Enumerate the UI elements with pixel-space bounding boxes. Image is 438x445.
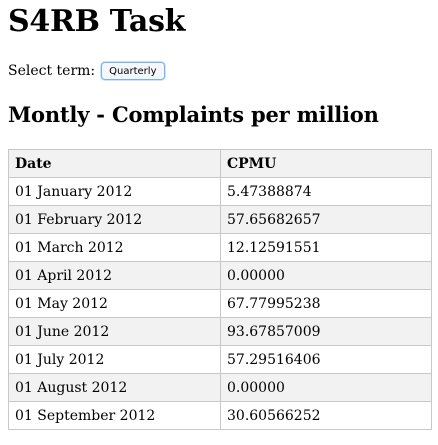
- column-header-cpmu: CPMU: [221, 150, 432, 178]
- cpmu-cell: 57.29516406: [221, 346, 432, 374]
- cpmu-cell: 57.65682657: [221, 206, 432, 234]
- term-selector: Select term: Quarterly: [8, 60, 165, 82]
- cpmu-cell: 30.60566252: [221, 402, 432, 430]
- cpmu-cell: 5.47388874: [221, 178, 432, 206]
- table-row: 01 June 2012 93.67857009: [9, 318, 432, 346]
- section-title: Montly - Complaints per million: [8, 99, 379, 131]
- table-row: 01 March 2012 12.12591551: [9, 234, 432, 262]
- cpmu-cell: 67.77995238: [221, 290, 432, 318]
- date-cell: 01 May 2012: [9, 290, 221, 318]
- table-header-row: Date CPMU: [9, 150, 432, 178]
- cpmu-table: Date CPMU 01 January 2012 5.47388874 01 …: [8, 149, 432, 430]
- date-cell: 01 September 2012: [9, 402, 221, 430]
- date-cell: 01 April 2012: [9, 262, 221, 290]
- table-row: 01 September 2012 30.60566252: [9, 402, 432, 430]
- table-row: 01 July 2012 57.29516406: [9, 346, 432, 374]
- table-row: 01 February 2012 57.65682657: [9, 206, 432, 234]
- cpmu-cell: 0.00000: [221, 374, 432, 402]
- date-cell: 01 January 2012: [9, 178, 221, 206]
- table-row: 01 April 2012 0.00000: [9, 262, 432, 290]
- column-header-date: Date: [9, 150, 221, 178]
- date-cell: 01 February 2012: [9, 206, 221, 234]
- term-label: Select term:: [8, 63, 95, 79]
- quarterly-button[interactable]: Quarterly: [101, 62, 164, 80]
- table-row: 01 January 2012 5.47388874: [9, 178, 432, 206]
- cpmu-cell: 12.12591551: [221, 234, 432, 262]
- cpmu-cell: 93.67857009: [221, 318, 432, 346]
- date-cell: 01 June 2012: [9, 318, 221, 346]
- table-row: 01 August 2012 0.00000: [9, 374, 432, 402]
- page-title: S4RB Task: [8, 2, 185, 42]
- date-cell: 01 March 2012: [9, 234, 221, 262]
- date-cell: 01 July 2012: [9, 346, 221, 374]
- table-row: 01 May 2012 67.77995238: [9, 290, 432, 318]
- cpmu-cell: 0.00000: [221, 262, 432, 290]
- date-cell: 01 August 2012: [9, 374, 221, 402]
